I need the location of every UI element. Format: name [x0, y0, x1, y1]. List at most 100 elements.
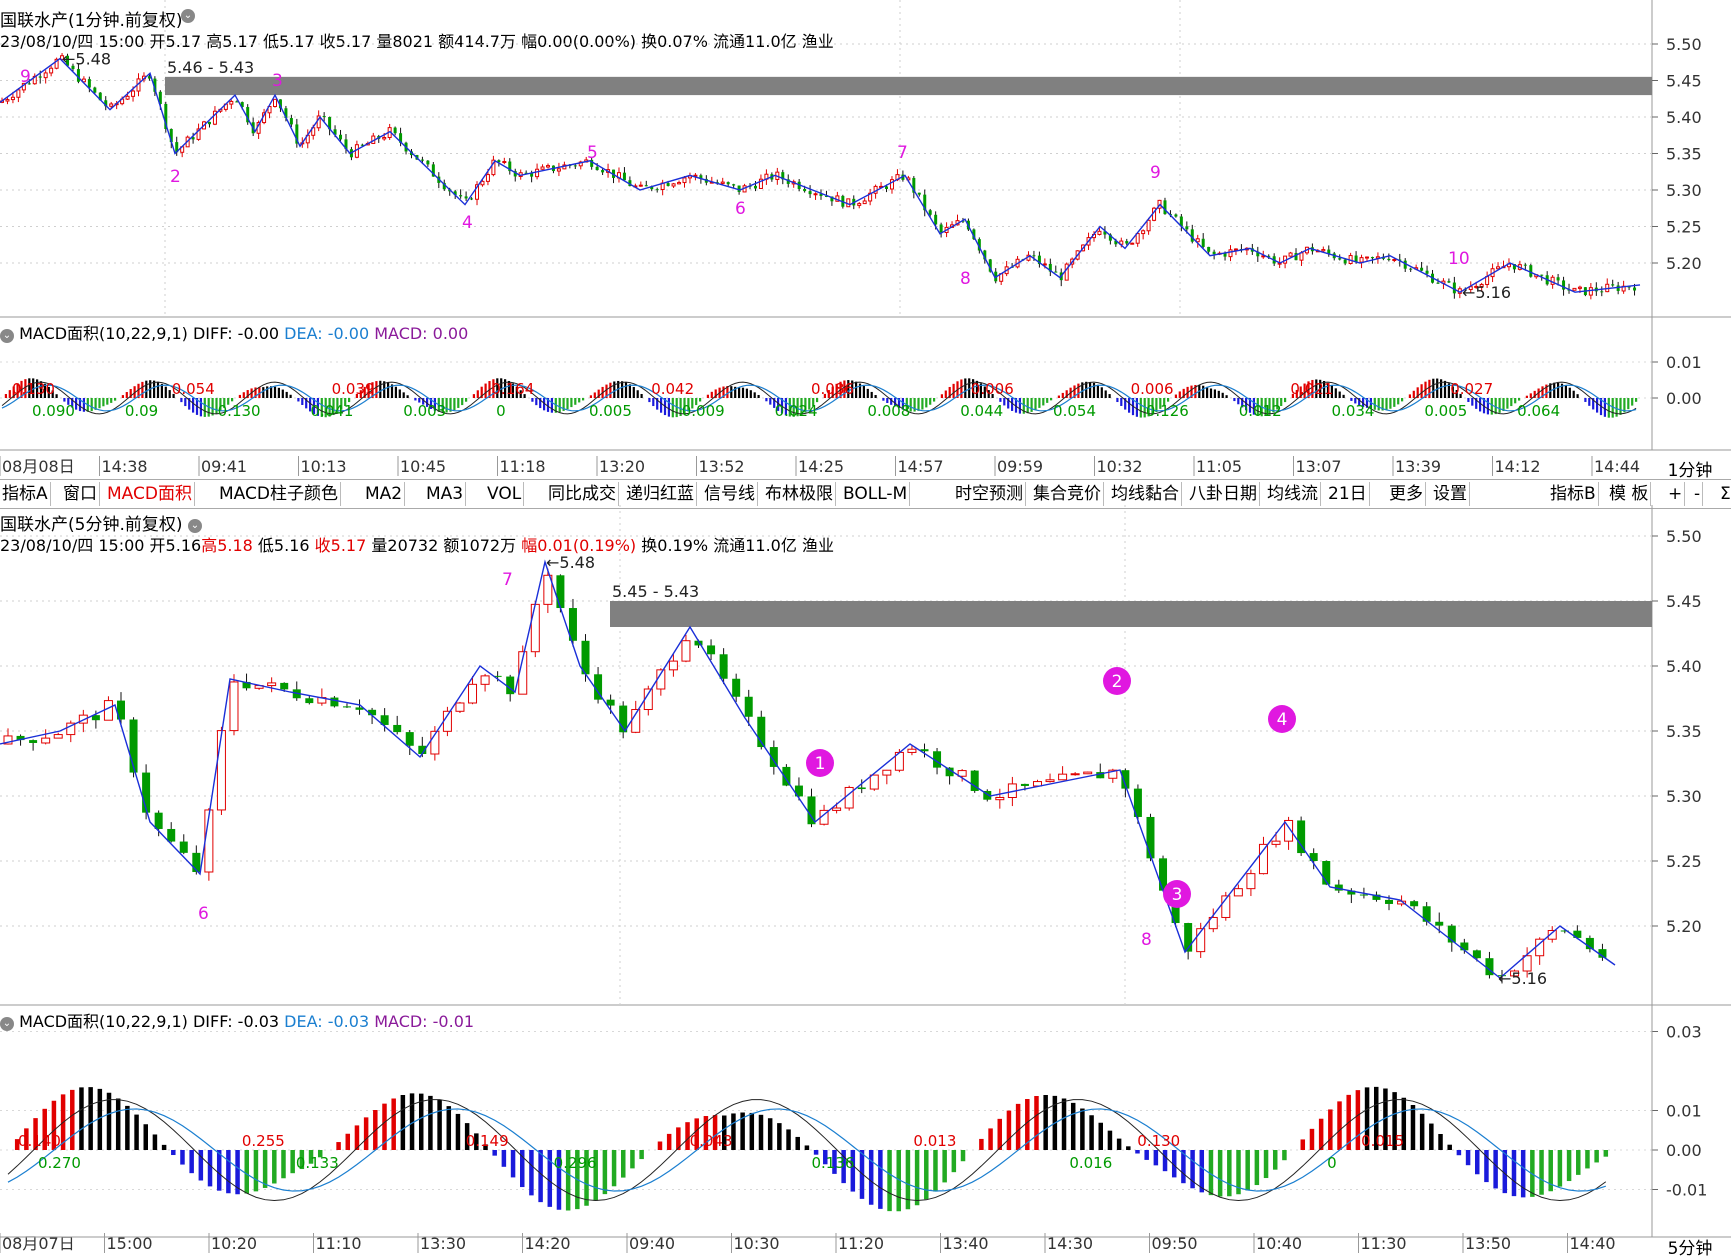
x-tick-label: 09:59: [997, 457, 1043, 476]
wave-number: 4: [462, 213, 473, 233]
candle-down: [655, 189, 659, 191]
candle-down: [1403, 260, 1407, 269]
tab-0[interactable]: 指标A: [0, 482, 51, 506]
candle-down: [344, 139, 348, 150]
low-label: ←5.16: [1498, 969, 1547, 988]
top-price-chart[interactable]: 5.50 5.45 5.40 5.35 5.30 5.25 5.20 5.46 - 5.43 ←…: [0, 0, 1731, 480]
candle-up: [382, 137, 387, 140]
candle-up: [1070, 773, 1080, 776]
top-macd-diff: DIFF: -0.00: [192, 324, 280, 343]
candle-up: [556, 168, 561, 172]
candle-up: [1359, 257, 1364, 263]
candle-down: [807, 796, 816, 825]
candle-down: [1267, 255, 1271, 257]
diff-line: [1, 381, 1637, 415]
candle-up: [131, 90, 136, 97]
candle-up: [813, 193, 818, 196]
tab-19[interactable]: 设置: [1431, 482, 1470, 506]
candle-up: [267, 682, 277, 687]
collapse-icon[interactable]: ⌄: [181, 9, 195, 23]
candle-down: [1447, 925, 1456, 943]
candle-up: [1588, 287, 1593, 296]
tab-7[interactable]: 同比成交: [546, 482, 619, 506]
tab-2[interactable]: MACD面积: [105, 482, 195, 506]
high-label: ←5.48: [62, 50, 111, 69]
y-tick-label: 5.35: [1666, 145, 1702, 164]
collapse-icon[interactable]: ⌄: [0, 329, 14, 343]
tab-14[interactable]: 均线黏合: [1109, 482, 1182, 506]
tab-10[interactable]: 布林极限: [763, 482, 836, 506]
collapse-icon[interactable]: ⌄: [187, 519, 202, 533]
top-macd-macd: MACD: 0.00: [374, 324, 469, 343]
candle-down: [556, 575, 565, 609]
tab-6[interactable]: VOL: [485, 482, 525, 506]
candle-up: [1233, 248, 1238, 251]
right-tab-1[interactable]: 模 板: [1607, 482, 1652, 506]
candle-down: [235, 101, 239, 103]
tab-3[interactable]: MACD柱子颜色: [217, 482, 341, 506]
x-tick-label: 11:30: [1361, 1234, 1407, 1253]
candle-down: [147, 76, 151, 79]
tab-5[interactable]: MA3: [424, 482, 467, 506]
bottom-price-chart[interactable]: 5.50 5.45 5.40 5.35 5.30 5.25 5.20 5.45 - 5.43 ←…: [0, 505, 1731, 1259]
wave-number: 6: [198, 904, 209, 924]
candle-up: [1392, 258, 1397, 261]
candle-up: [1474, 285, 1479, 288]
x-tick-label: 13:52: [699, 457, 745, 476]
macd-area-red: 0.013: [913, 1132, 956, 1150]
resistance-zone: [610, 601, 1652, 627]
candle-down: [803, 188, 807, 192]
collapse-icon[interactable]: ⌄: [0, 1017, 14, 1031]
candle-up: [1577, 286, 1582, 289]
candle-down: [1184, 923, 1193, 952]
y-tick-label: 5.45: [1666, 592, 1702, 611]
bottom-period-label[interactable]: 5分钟: [1667, 1239, 1713, 1259]
candle-up: [109, 103, 114, 107]
macd-area-red: 0.027: [1450, 380, 1493, 398]
candle-down: [289, 118, 293, 125]
x-tick-label: 11:10: [316, 1234, 362, 1253]
quote-date: 23/08/10/四 15:00: [0, 536, 145, 555]
tab-8[interactable]: 递归红蓝: [624, 482, 697, 506]
tab-1[interactable]: 窗口: [61, 482, 100, 506]
candle-down: [405, 732, 414, 746]
top-period-label[interactable]: 1分钟: [1667, 461, 1713, 481]
quote-high: 高5.18: [201, 536, 253, 555]
tab-16[interactable]: 均线流: [1265, 482, 1321, 506]
candle-down: [726, 182, 730, 185]
candle-up: [862, 200, 867, 205]
tab-13[interactable]: 集合竞价: [1031, 482, 1104, 506]
wave-number: 6: [735, 199, 746, 219]
macd-area-red: 0.255: [242, 1132, 285, 1150]
candle-up: [229, 681, 239, 732]
candle-down: [628, 180, 632, 187]
tab-15[interactable]: 八卦日期: [1187, 482, 1260, 506]
candle-down: [917, 192, 921, 195]
candle-down: [1096, 772, 1105, 779]
candle-down: [129, 719, 138, 773]
right-tab-4[interactable]: Σ: [1718, 482, 1731, 506]
right-tab-2[interactable]: +: [1666, 482, 1686, 506]
candle-down: [744, 696, 753, 717]
y-tick-label: 5.20: [1666, 917, 1702, 936]
tab-11[interactable]: BOLL-M: [841, 482, 911, 506]
wave-number: 7: [502, 570, 513, 590]
wave-number: 3: [272, 71, 283, 91]
macd-area-green: 0.054: [1053, 402, 1096, 420]
tab-9[interactable]: 信号线: [702, 482, 758, 506]
macd-area-green: 0.012: [1239, 402, 1282, 420]
candle-up: [543, 574, 553, 605]
x-tick-label: 13:07: [1296, 457, 1342, 476]
tab-17[interactable]: 21日: [1326, 482, 1370, 506]
tab-12[interactable]: 时空预测: [953, 482, 1026, 506]
candle-down: [594, 674, 603, 700]
candle-down: [794, 785, 803, 797]
right-tab-0[interactable]: 指标B: [1548, 482, 1599, 506]
wave-number: 9: [1150, 163, 1161, 183]
right-tab-3[interactable]: -: [1692, 482, 1704, 506]
tab-4[interactable]: MA2: [363, 482, 406, 506]
candle-down: [1338, 258, 1342, 260]
quote-low: 低5.16: [257, 536, 310, 555]
quote-change: 幅0.01(0.19%): [521, 536, 637, 555]
tab-18[interactable]: 更多: [1387, 482, 1426, 506]
